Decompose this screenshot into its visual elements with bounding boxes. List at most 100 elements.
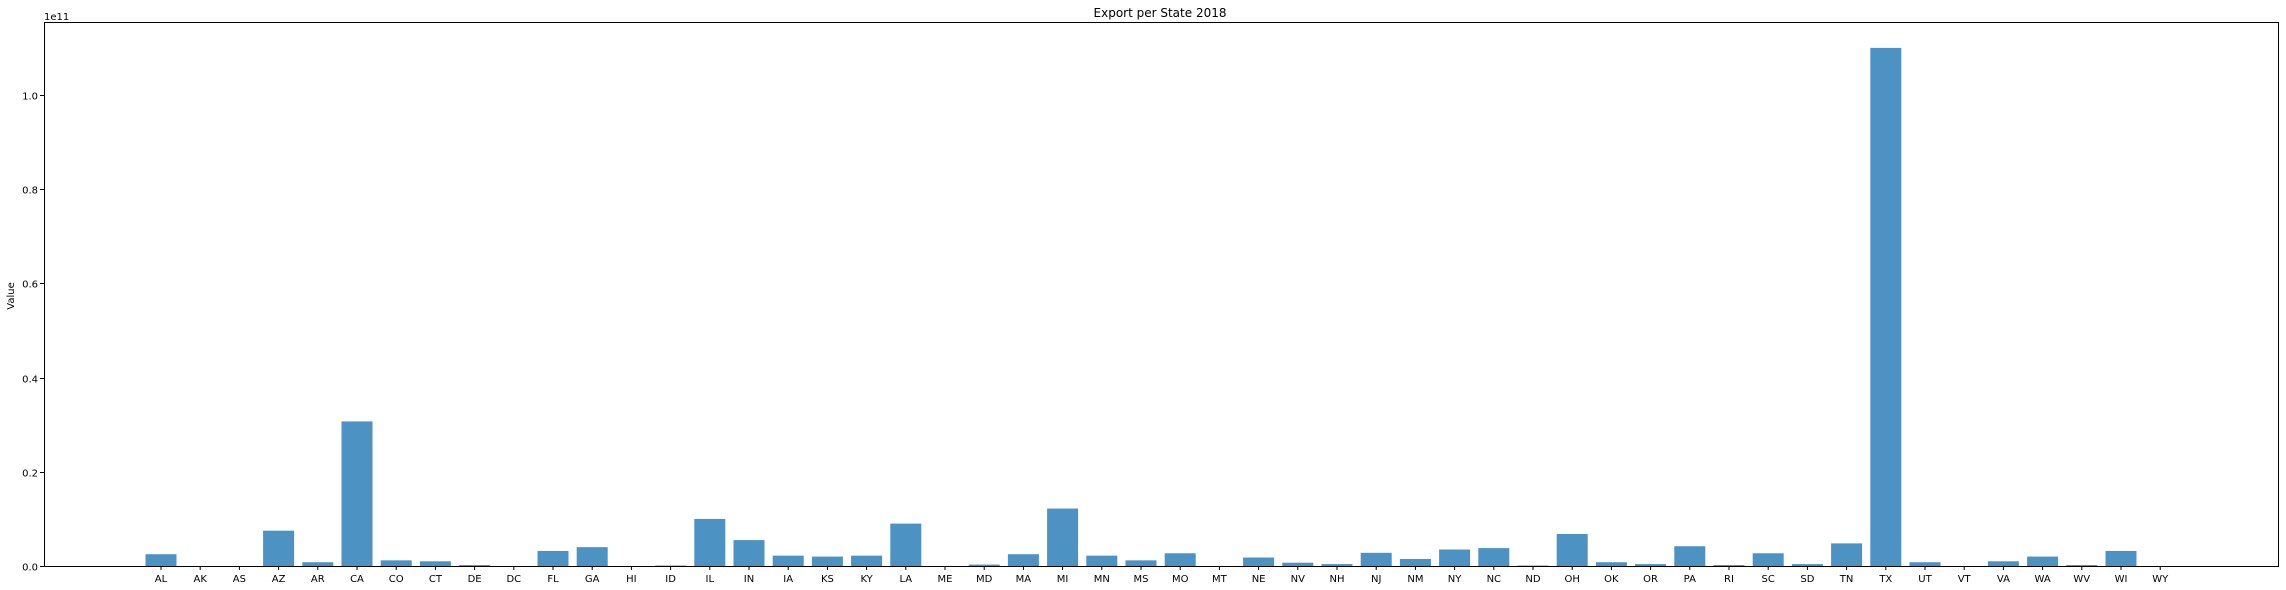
bar-de (459, 565, 491, 566)
bar-il (694, 518, 726, 566)
x-tick-label-nc: NC (1487, 574, 1501, 585)
x-tick-label-hi: HI (626, 574, 636, 585)
x-tick-label-in: IN (744, 574, 754, 585)
x-tick-label-oh: OH (1565, 574, 1580, 585)
bar-mo (1164, 553, 1196, 566)
x-tick-label-tx: TX (1878, 574, 1892, 585)
x-tick-label-az: AZ (272, 574, 286, 585)
x-tick-label-mi: MI (1057, 574, 1069, 585)
chart-title: Export per State 2018 (1094, 6, 1227, 20)
bar-ny (1439, 549, 1471, 566)
y-tick-label: 0.2 (22, 469, 38, 480)
x-tick-label-va: VA (1997, 574, 2010, 585)
x-tick-label-wy: WY (2152, 574, 2169, 585)
x-tick-label-mo: MO (1172, 574, 1189, 585)
bar-mn (1086, 555, 1118, 566)
y-axis-ticks: 0.0 0.2 0.4 0.6 0.8 1.0 (22, 92, 44, 574)
x-tick-label-sd: SD (1800, 574, 1814, 585)
x-tick-label-nh: NH (1330, 574, 1345, 585)
bar-co (380, 560, 412, 566)
y-axis-offset-label: 1e11 (44, 12, 69, 23)
x-tick-label-de: DE (468, 574, 482, 585)
bar-az (263, 530, 295, 566)
x-tick-label-nv: NV (1291, 574, 1305, 585)
y-axis-label: Value (6, 282, 17, 309)
y-tick-label: 0.8 (22, 186, 38, 197)
x-tick-label-vt: VT (1958, 574, 1972, 585)
bar-wi (2105, 550, 2137, 566)
x-tick-label-mn: MN (1094, 574, 1110, 585)
bar-la (890, 523, 922, 566)
bar-ca (341, 421, 373, 566)
x-tick-label-me: ME (938, 574, 953, 585)
bar-ne (1243, 557, 1275, 566)
x-tick-label-nm: NM (1407, 574, 1423, 585)
bar-ks (811, 556, 843, 566)
bar-wv (2066, 565, 2098, 566)
x-tick-label-sc: SC (1762, 574, 1775, 585)
y-tick-label: 0.6 (22, 280, 38, 291)
bar-ma (1007, 554, 1039, 566)
x-tick-label-ct: CT (429, 574, 443, 585)
x-tick-label-fl: FL (547, 574, 559, 585)
bar-sd (1791, 564, 1823, 566)
bar-ga (576, 547, 608, 566)
x-tick-label-ky: KY (860, 574, 873, 585)
bar-pa (1674, 546, 1706, 566)
bar-tx (1870, 47, 1902, 566)
y-tick-label: 1.0 (22, 92, 38, 103)
bar-ct (419, 561, 451, 566)
bar-md (968, 564, 1000, 566)
bar-ar (302, 562, 334, 566)
x-tick-label-ut: UT (1918, 574, 1932, 585)
x-tick-label-mt: MT (1212, 574, 1228, 585)
x-tick-label-ny: NY (1448, 574, 1462, 585)
bars (145, 47, 2137, 566)
x-tick-label-ga: GA (585, 574, 600, 585)
bar-va (1987, 561, 2019, 566)
x-tick-label-co: CO (389, 574, 404, 585)
bar-ut (1909, 562, 1941, 566)
x-tick-label-as: AS (233, 574, 246, 585)
x-tick-label-la: LA (899, 574, 912, 585)
x-tick-label-nd: ND (1525, 574, 1540, 585)
bar-in (733, 540, 765, 566)
x-tick-label-ne: NE (1252, 574, 1266, 585)
bar-sc (1752, 553, 1784, 566)
bar-mi (1047, 508, 1079, 566)
y-tick-label: 0.0 (22, 563, 38, 574)
bar-nm (1399, 558, 1431, 566)
plot-frame (44, 22, 2279, 567)
bar-nv (1282, 562, 1314, 566)
x-tick-label-ca: CA (350, 574, 364, 585)
x-tick-label-wv: WV (2073, 574, 2090, 585)
x-tick-label-ma: MA (1016, 574, 1032, 585)
x-tick-label-ri: RI (1724, 574, 1734, 585)
x-tick-label-ms: MS (1134, 574, 1149, 585)
x-tick-label-or: OR (1643, 574, 1658, 585)
y-tick-label: 0.4 (22, 375, 38, 386)
bar-ri (1713, 565, 1745, 566)
x-axis-ticks: AL AK AS AZ AR CA CO CT DE DC FL GA HI ID IL IN IA KS KY LA… (155, 566, 2169, 585)
bar-nh (1321, 564, 1353, 566)
x-tick-label-pa: PA (1684, 574, 1696, 585)
x-tick-label-nj: NJ (1371, 574, 1381, 585)
bar-ms (1125, 560, 1157, 566)
x-tick-label-ia: IA (783, 574, 793, 585)
x-tick-label-md: MD (976, 574, 993, 585)
bar-nj (1360, 552, 1392, 566)
x-tick-label-wa: WA (2035, 574, 2051, 585)
bar-fl (537, 550, 569, 566)
bar-or (1635, 564, 1667, 566)
bar-nc (1478, 548, 1510, 566)
x-tick-label-id: ID (665, 574, 676, 585)
x-tick-label-al: AL (155, 574, 168, 585)
x-tick-label-ak: AK (193, 574, 207, 585)
bar-ky (851, 555, 883, 566)
x-tick-label-ok: OK (1604, 574, 1619, 585)
x-tick-label-dc: DC (506, 574, 521, 585)
bar-ia (772, 555, 804, 566)
bar-wa (2027, 556, 2059, 566)
